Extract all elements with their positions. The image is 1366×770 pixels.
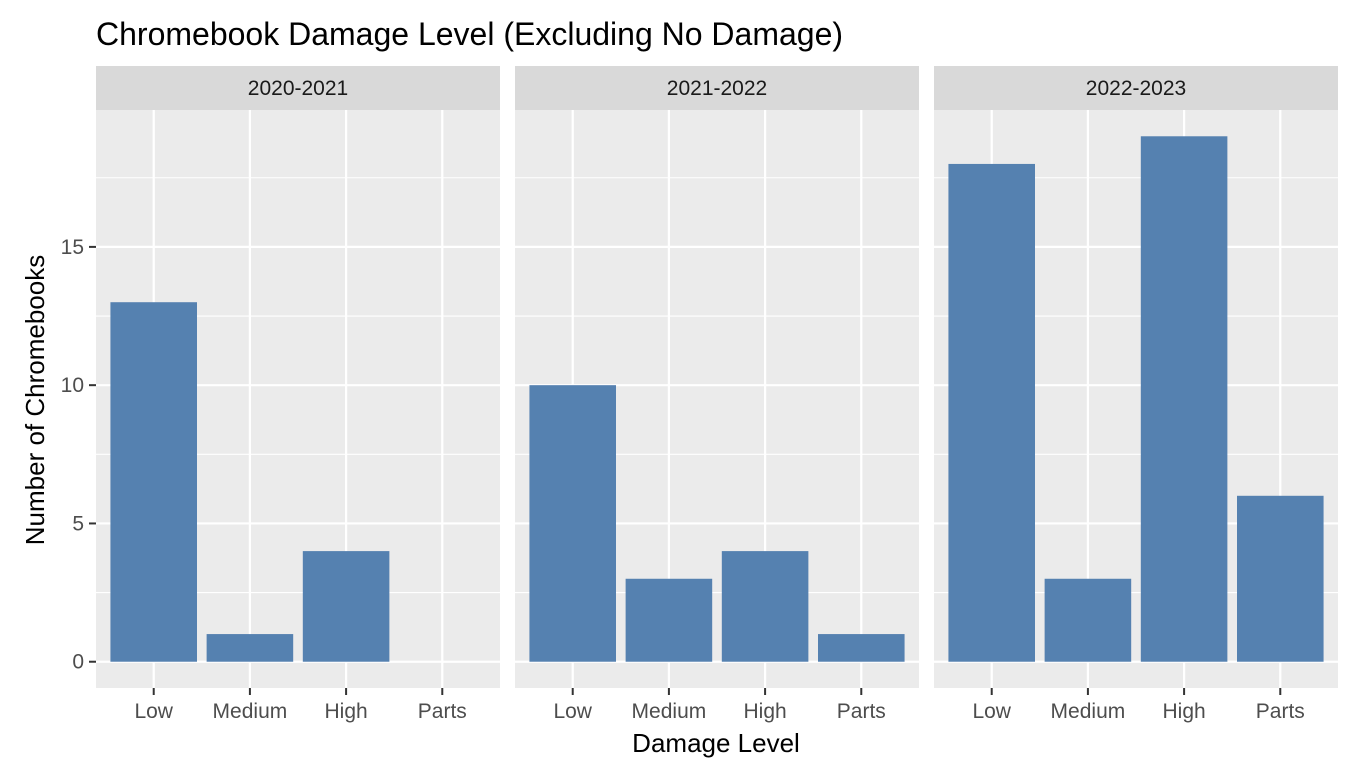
facet-panel-2022-2023: 2022-2023 Low Medium High Parts <box>934 66 1338 723</box>
x-tick-label: Medium <box>1051 700 1126 723</box>
x-tick-label: Parts <box>837 700 886 723</box>
facet-strip <box>934 66 1338 110</box>
x-tick-label: Medium <box>213 700 288 723</box>
x-tick-label: Low <box>553 700 592 723</box>
y-tick-label: 5 <box>72 512 84 535</box>
facet-strip <box>96 66 500 110</box>
bar-medium <box>625 578 713 662</box>
facet-strip <box>515 66 919 110</box>
bar-high <box>302 551 390 662</box>
facet-panel-2021-2022: 2021-2022 Low Medium High Parts <box>515 66 919 723</box>
y-tick-label: 0 <box>72 651 84 674</box>
bar-high <box>721 551 809 662</box>
x-tick-label: Parts <box>1256 700 1305 723</box>
x-tick-label: Low <box>972 700 1011 723</box>
x-tick-label: Medium <box>632 700 707 723</box>
bar-medium <box>1044 578 1132 662</box>
x-tick-label: Parts <box>418 700 467 723</box>
y-axis-title: Number of Chromebooks <box>20 255 50 545</box>
x-tick-label: High <box>743 700 786 723</box>
facet-panels: 2020-2021 Low Medium High Parts 0 5 10 15 2021-20… <box>61 66 1338 723</box>
x-tick-label: Low <box>134 700 173 723</box>
bar-parts <box>1237 495 1324 662</box>
facet-strip-label: 2021-2022 <box>667 77 767 100</box>
bar-parts <box>818 634 905 662</box>
bar-low <box>529 385 616 662</box>
y-tick-label: 15 <box>61 236 84 259</box>
bar-low <box>110 302 197 662</box>
bar-medium <box>206 634 294 662</box>
bar-low <box>948 163 1035 662</box>
facet-strip-label: 2020-2021 <box>248 77 348 100</box>
x-tick-label: High <box>324 700 367 723</box>
x-axis-title: Damage Level <box>632 728 800 758</box>
facet-strip-label: 2022-2023 <box>1086 77 1186 100</box>
bar-high <box>1140 136 1228 662</box>
chart-title: Chromebook Damage Level (Excluding No Da… <box>96 16 843 52</box>
x-tick-label: High <box>1162 700 1205 723</box>
y-tick-label: 10 <box>61 374 84 397</box>
facet-panel-2020-2021: 2020-2021 Low Medium High Parts 0 5 10 15 <box>61 66 500 723</box>
